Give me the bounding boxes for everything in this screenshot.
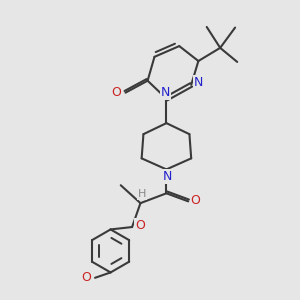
Text: O: O [190, 194, 200, 207]
Text: N: N [162, 170, 172, 183]
Text: O: O [135, 219, 145, 232]
Text: H: H [138, 189, 146, 199]
Text: N: N [194, 76, 203, 89]
Text: O: O [112, 85, 122, 99]
Text: N: N [161, 86, 170, 99]
Text: O: O [81, 271, 91, 284]
